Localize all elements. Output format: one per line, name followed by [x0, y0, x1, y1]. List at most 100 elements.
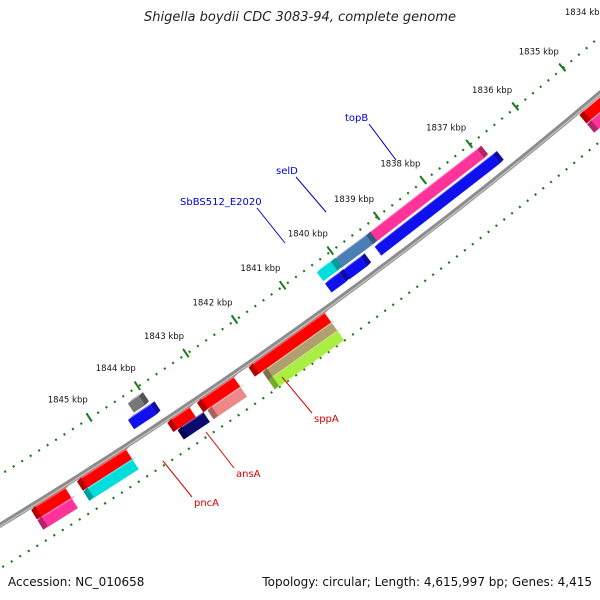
gene-reverse-red-4[interactable] [77, 445, 133, 491]
gene-top-face [197, 373, 238, 403]
gene-end-cap [37, 516, 48, 530]
gene-end-cap [262, 368, 274, 382]
gene-leader-line [162, 460, 193, 498]
gene-end-cap [339, 269, 350, 283]
gene-top-face [77, 445, 131, 482]
gene-front-face [342, 257, 368, 280]
gene-top-face [127, 392, 143, 404]
gene-end-cap [360, 253, 372, 267]
gene-end-cap [150, 401, 161, 415]
gene-reverse-red-3[interactable] [167, 403, 196, 432]
backbone-layer [0, 89, 600, 529]
gene-reverse-red-5[interactable] [31, 484, 72, 520]
gene-sppA[interactable] [268, 327, 345, 390]
gene-front-face [374, 155, 500, 256]
gene-label[interactable]: ansA [236, 469, 261, 480]
tick-label: 1845 kbp [48, 396, 88, 406]
gene-forward-blue-left[interactable] [128, 401, 161, 430]
tick-mark [326, 245, 335, 256]
gene-selD[interactable] [334, 231, 377, 269]
gene-end-cap [492, 151, 504, 164]
gene-front-face [197, 377, 241, 413]
gene-end-cap [167, 418, 178, 432]
gene-top-face [334, 231, 371, 260]
gene-reverse-cyan[interactable] [83, 455, 139, 501]
tick-mark [419, 175, 428, 185]
gene-reverse-red-6[interactable] [579, 91, 600, 124]
gene-end-cap [587, 120, 599, 133]
gene-top-face [262, 319, 336, 373]
genome-title: Shigella boydii CDC 3083-94, complete ge… [143, 10, 457, 25]
gene-top-face [325, 269, 344, 284]
gene-top-face [366, 145, 482, 236]
tick-label: 1842 kbp [192, 298, 232, 308]
gene-forward-blue[interactable] [374, 151, 504, 256]
gene-reverse-olive[interactable] [262, 319, 339, 382]
gene-front-face [268, 331, 345, 390]
gene-end-cap [477, 145, 489, 159]
genome-backbone-highlight [0, 93, 600, 528]
gene-end-cap [207, 406, 218, 420]
tick-label: 1844 kbp [96, 364, 136, 374]
gene-front-face [366, 149, 485, 245]
gene-gray[interactable] [127, 392, 149, 413]
gene-label[interactable]: selD [276, 166, 298, 177]
tick-label: 1835 kbp [519, 47, 559, 57]
gene-end-cap [177, 426, 188, 440]
gene-label[interactable]: sppA [314, 414, 339, 425]
gene-label[interactable]: topB [345, 113, 368, 124]
gene-topB[interactable] [366, 145, 489, 245]
gene-front-face [127, 396, 145, 413]
gene-top-face [167, 403, 194, 423]
gene-forward-blue-tiny[interactable] [325, 269, 350, 293]
gene-forward-blue-small[interactable] [342, 253, 372, 280]
gene-pncA[interactable] [177, 408, 210, 440]
tick-mark [511, 101, 520, 111]
tick-label: 1843 kbp [144, 332, 184, 342]
gene-leader-line [368, 123, 397, 161]
gene-ansA[interactable] [207, 383, 248, 420]
tick-label: 1837 kbp [426, 123, 466, 133]
gene-front-face [128, 405, 157, 430]
gene-front-face [31, 488, 72, 520]
gene-top-face [83, 455, 137, 492]
gene-end-cap [248, 363, 259, 377]
tick-mark [465, 139, 474, 149]
gene-end-cap [268, 376, 279, 390]
gene-top-face [374, 151, 497, 247]
tick-label: 1834 kbp [565, 8, 600, 18]
gene-reverse-pink-2[interactable] [587, 100, 600, 133]
gene-end-cap [579, 111, 591, 124]
gene-end-cap [330, 257, 342, 271]
gene-reverse-red[interactable] [248, 309, 332, 377]
tick-mark [85, 412, 93, 423]
tick-label: 1840 kbp [288, 230, 328, 240]
ruler-inner-track [0, 140, 600, 570]
gene-leader-line [281, 376, 313, 414]
gene-leader-line [256, 207, 286, 244]
gene-reverse-red-2[interactable] [197, 373, 241, 413]
gene-front-face [248, 313, 332, 377]
gene-top-face [37, 494, 77, 521]
gene-front-face [316, 261, 338, 282]
gene-top-face [128, 401, 155, 421]
gene-layer [31, 91, 600, 530]
gene-top-face [207, 383, 245, 411]
gene-top-face [268, 327, 342, 381]
gene-front-face [325, 273, 346, 293]
gene-top-face [342, 253, 365, 271]
gene-reverse-pink[interactable] [37, 494, 78, 530]
tick-label: 1839 kbp [334, 195, 374, 205]
gene-leader-line [295, 176, 327, 213]
gene-label[interactable]: SbBS512_E2020 [180, 197, 262, 208]
gene-front-face [37, 498, 78, 530]
gene-label[interactable]: pncA [194, 498, 219, 509]
tick-mark [372, 211, 381, 221]
gene-front-face [262, 323, 339, 382]
topology-text: Topology: circular; Length: 4,615,997 bp… [262, 575, 592, 589]
gene-SbBS512_E2020[interactable] [316, 257, 342, 282]
gene-front-face [207, 387, 248, 420]
gene-leader-line [205, 431, 235, 469]
gene-top-face [177, 408, 208, 431]
tick-label: 1841 kbp [240, 264, 280, 274]
